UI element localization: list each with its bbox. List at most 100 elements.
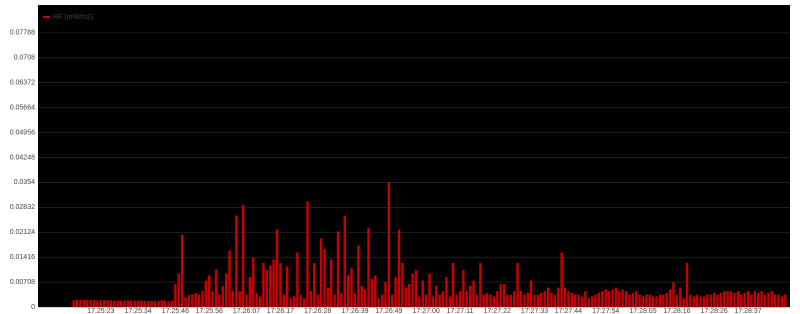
- bar: [655, 296, 658, 307]
- bar: [197, 294, 201, 307]
- y-tick-label: 0.00708: [10, 279, 35, 286]
- bar: [191, 294, 194, 307]
- bar: [401, 263, 404, 307]
- bar: [140, 300, 143, 307]
- bar: [574, 294, 577, 307]
- bar: [577, 294, 580, 307]
- bar: [228, 250, 231, 307]
- y-tick-label: 0.0354: [14, 179, 36, 186]
- bar: [668, 289, 672, 307]
- bar: [214, 270, 218, 307]
- x-tick-label: 17:25:56: [196, 308, 223, 314]
- bar: [109, 300, 113, 307]
- bar: [387, 182, 391, 307]
- bar: [201, 291, 204, 307]
- bar: [184, 297, 187, 307]
- bar: [692, 296, 695, 307]
- bar: [699, 296, 702, 307]
- bar: [665, 292, 668, 307]
- bar: [729, 291, 733, 307]
- bar: [584, 291, 587, 307]
- bar: [133, 300, 136, 307]
- bar: [136, 300, 140, 307]
- bar: [458, 291, 462, 307]
- bar: [499, 284, 502, 307]
- bar: [726, 291, 729, 307]
- bar: [489, 294, 492, 307]
- bar: [221, 285, 224, 307]
- legend-label: RF (mW/m2): [53, 14, 93, 21]
- bar: [618, 291, 621, 307]
- bar: [750, 294, 753, 307]
- bar: [719, 292, 723, 307]
- bar: [570, 292, 574, 307]
- x-tick-label: 17:27:33: [521, 308, 548, 314]
- x-tick-label: 17:28:26: [701, 308, 728, 314]
- x-tick-label: 17:26:17: [267, 308, 294, 314]
- bar: [289, 298, 292, 307]
- bar: [272, 259, 275, 307]
- bar: [346, 275, 350, 307]
- bar: [363, 289, 367, 307]
- bar: [377, 298, 380, 307]
- bar: [709, 294, 712, 307]
- bar: [472, 280, 475, 307]
- bar: [696, 294, 699, 307]
- bar: [292, 296, 296, 307]
- bar: [177, 273, 180, 307]
- bar: [75, 299, 79, 307]
- bar: [319, 238, 323, 307]
- bar: [394, 277, 397, 307]
- bar: [411, 273, 414, 307]
- bar: [723, 291, 726, 307]
- y-tick-label: 0.05664: [10, 104, 35, 111]
- bar: [269, 265, 272, 307]
- bar: [106, 300, 109, 307]
- bar: [557, 287, 560, 307]
- bar: [465, 291, 468, 307]
- bar: [255, 292, 258, 307]
- bar: [604, 289, 607, 307]
- bar: [404, 287, 407, 307]
- bar: [624, 291, 628, 307]
- bar: [421, 280, 424, 307]
- y-tick-label: 0.02124: [10, 229, 35, 236]
- x-tick-label: 17:26:07: [233, 308, 260, 314]
- bar: [455, 294, 458, 307]
- bar: [153, 301, 157, 307]
- bar: [746, 291, 750, 307]
- bar: [594, 294, 597, 307]
- bar: [380, 294, 384, 307]
- bar: [157, 300, 160, 307]
- bar: [516, 263, 519, 307]
- bar: [113, 300, 116, 307]
- bar: [438, 294, 441, 307]
- bar: [777, 294, 780, 307]
- bar: [384, 282, 387, 307]
- bar: [587, 298, 590, 307]
- bar: [485, 292, 489, 307]
- bar: [336, 231, 340, 307]
- x-tick-label: 17:25:34: [124, 308, 151, 314]
- bar: [130, 300, 133, 307]
- bar: [614, 287, 618, 307]
- bar: [79, 299, 82, 307]
- bar: [645, 294, 648, 307]
- bar: [784, 294, 787, 307]
- bar: [702, 296, 706, 307]
- bar: [164, 301, 167, 307]
- bar: [641, 296, 645, 307]
- bar: [279, 263, 282, 307]
- x-tick-label: 17:28:05: [629, 308, 656, 314]
- bar: [143, 301, 147, 307]
- bar: [211, 291, 214, 307]
- y-tick-label: 0: [31, 304, 35, 311]
- bar: [99, 299, 102, 307]
- bar: [252, 257, 255, 307]
- y-tick-label: 0.02832: [10, 204, 35, 211]
- bar: [418, 296, 421, 307]
- bar: [580, 296, 584, 307]
- plot-area: [38, 5, 790, 307]
- bar: [326, 287, 330, 307]
